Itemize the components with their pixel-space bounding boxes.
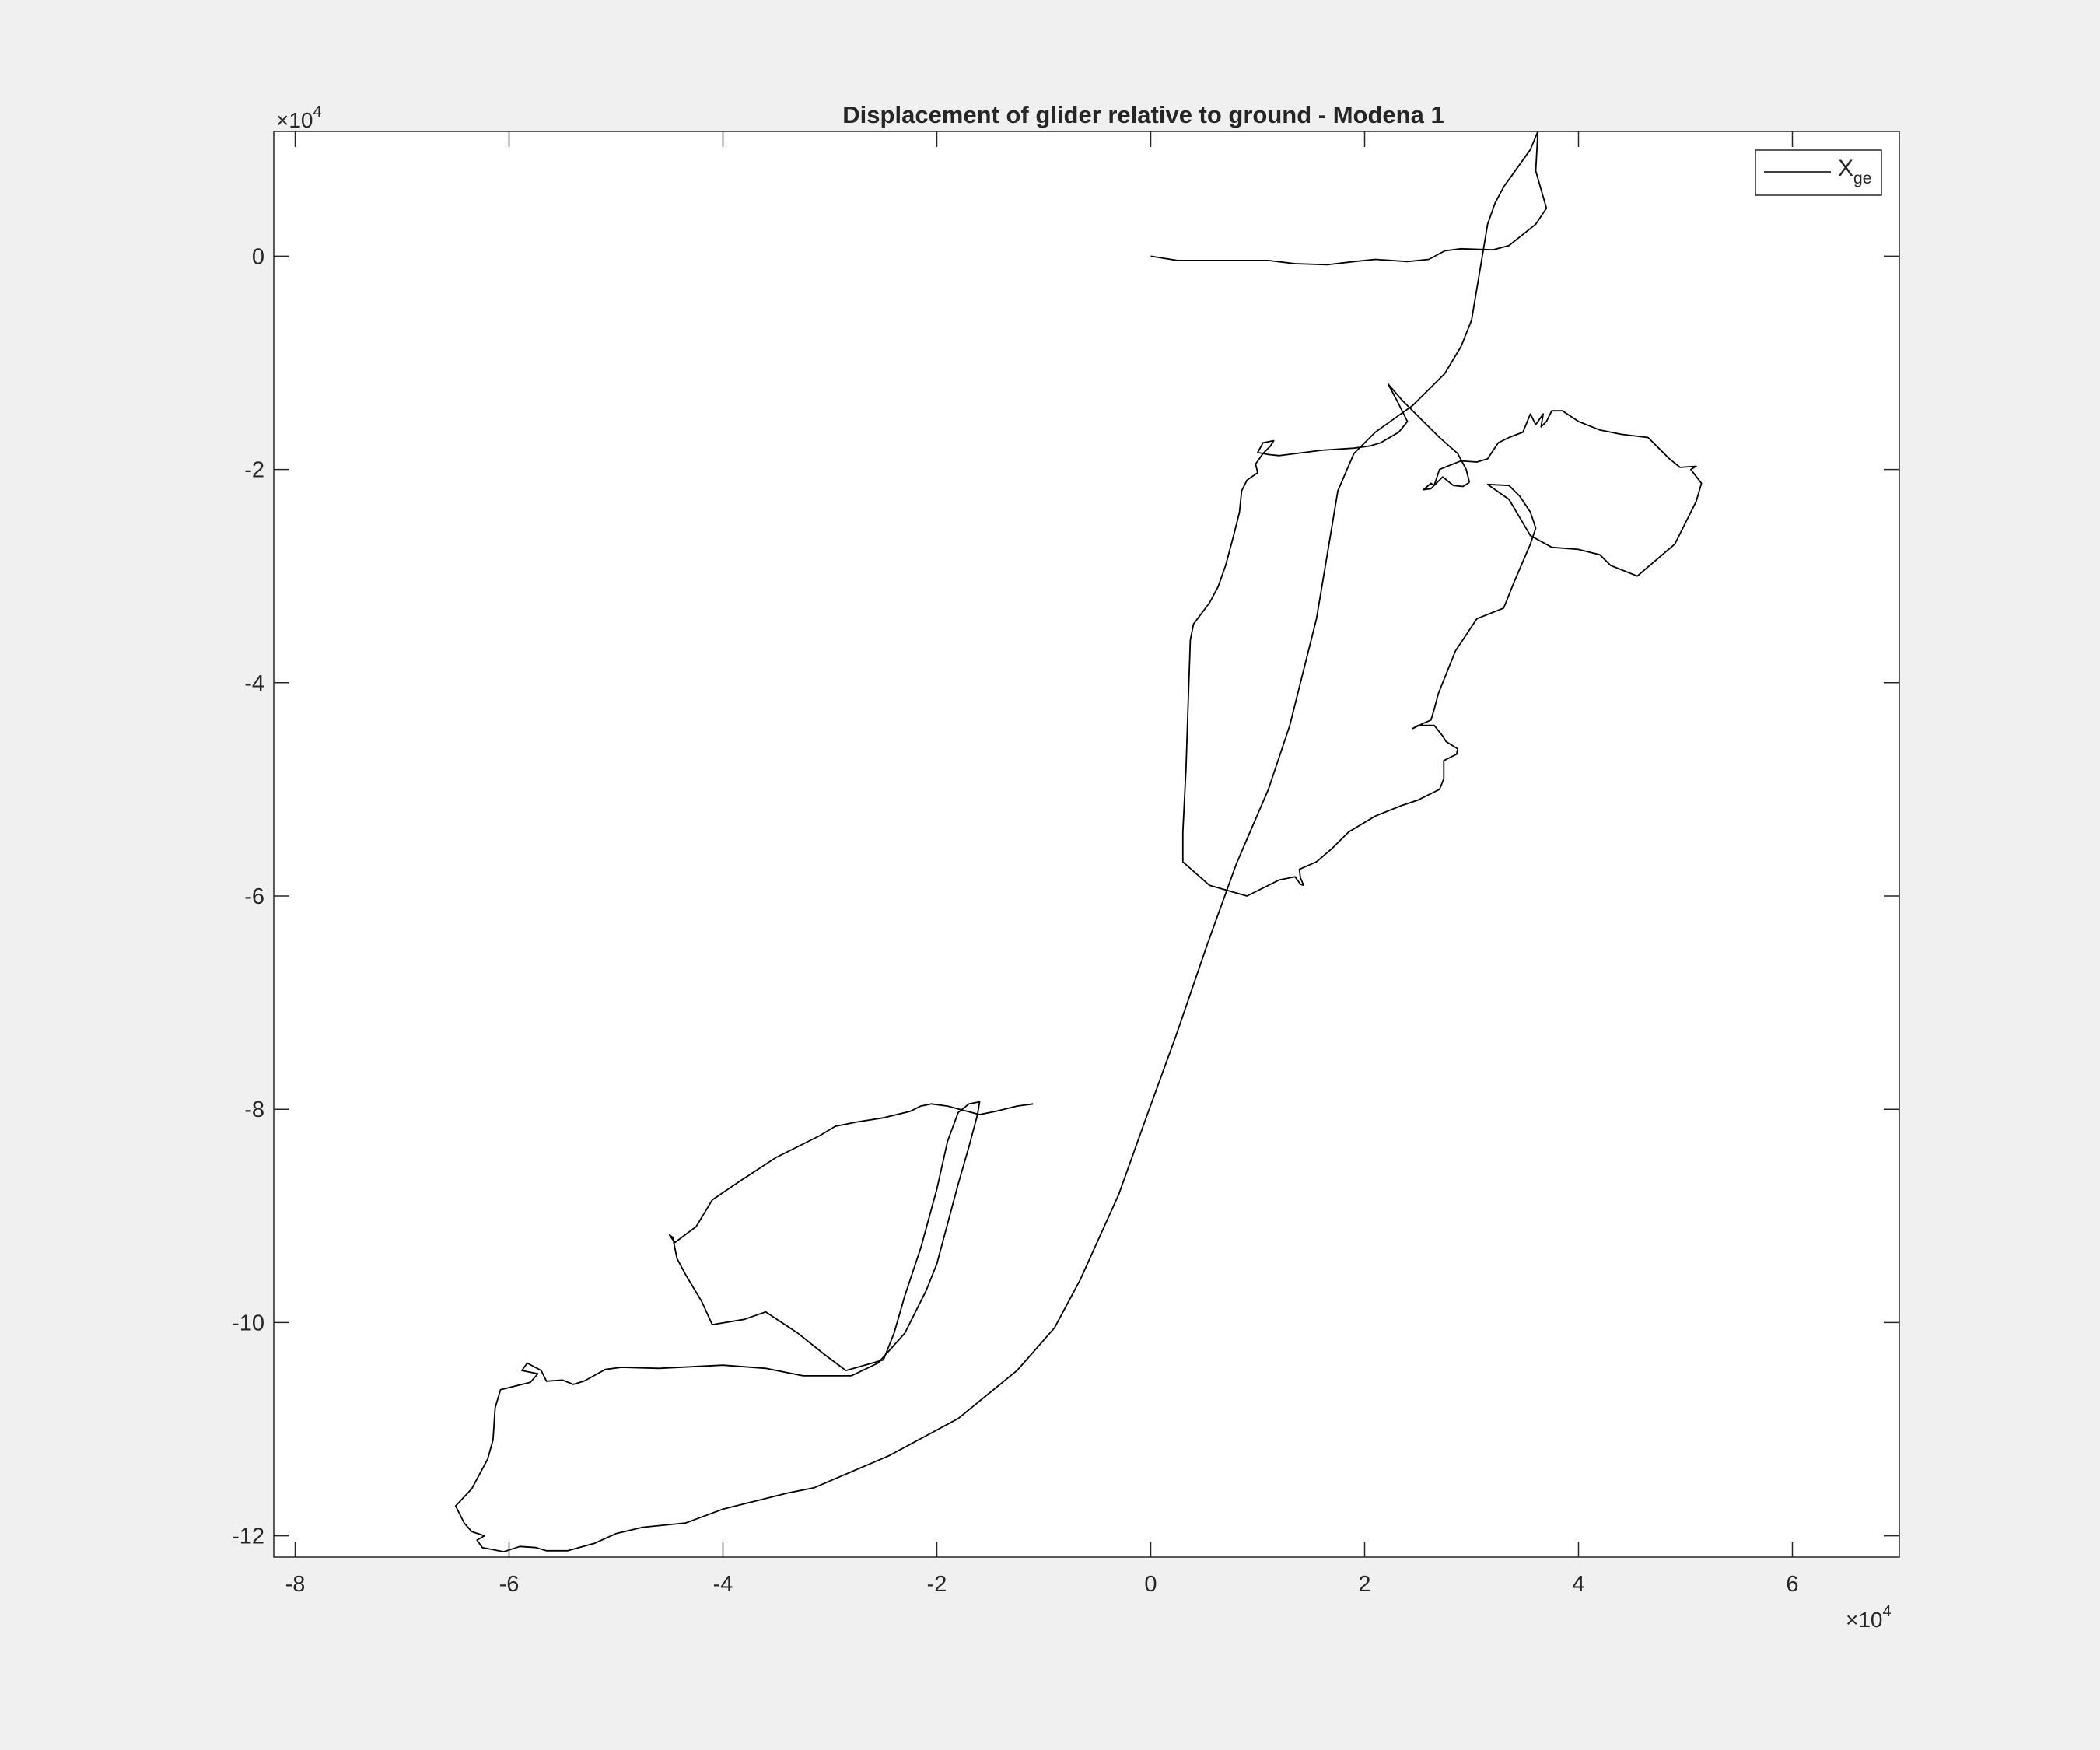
y-exponent-base: ×104 — [276, 103, 322, 132]
y-exponent-base-text: ×10 — [276, 108, 313, 132]
x-exponent-base: ×104 — [1846, 1603, 1892, 1632]
y-tick-label: -6 — [244, 884, 264, 909]
y-exponent: ×104 — [276, 103, 322, 132]
axes-box — [273, 131, 1900, 1558]
plot-lines — [454, 131, 1703, 1552]
x-exponent-power: 4 — [1883, 1603, 1892, 1620]
y-tick-label: -2 — [244, 458, 264, 483]
y-tick-label: 0 — [252, 244, 264, 269]
tick-labels: -8 -6 -4 -2 0 2 4 6 -12 -10 -8 -6 -4 -2 0 — [232, 244, 1798, 1597]
legend-label-subscript: ge — [1853, 170, 1871, 187]
legend[interactable]: Xge — [1755, 149, 1882, 196]
y-tick-label: -10 — [232, 1311, 264, 1335]
x-tick-label: -8 — [285, 1572, 306, 1597]
x-tick-label: -6 — [499, 1572, 520, 1597]
x-tick-label: 2 — [1358, 1572, 1370, 1597]
legend-box — [1755, 149, 1882, 196]
x-exponent-base-text: ×10 — [1846, 1608, 1883, 1632]
y-tick-label: -4 — [244, 671, 264, 696]
y-exponent-power: 4 — [313, 103, 322, 121]
series-line-xge-segment — [1181, 383, 1703, 897]
axes-background — [274, 131, 1899, 1557]
x-tick-label: 4 — [1572, 1572, 1584, 1597]
y-tick-label: -12 — [232, 1524, 264, 1549]
x-exponent: ×104 — [1846, 1603, 1892, 1632]
axis-ticks — [274, 131, 1899, 1557]
x-tick-label: -4 — [713, 1572, 733, 1597]
x-tick-label: 6 — [1786, 1572, 1798, 1597]
chart-title: Displacement of glider relative to groun… — [842, 101, 1444, 128]
x-tick-label: -2 — [927, 1572, 947, 1597]
x-tick-label: 0 — [1144, 1572, 1157, 1597]
legend-label: Xge — [1838, 156, 1871, 187]
legend-label-name: X — [1838, 156, 1853, 181]
y-tick-label: -8 — [244, 1097, 264, 1122]
series-line-xge — [454, 131, 1548, 1552]
